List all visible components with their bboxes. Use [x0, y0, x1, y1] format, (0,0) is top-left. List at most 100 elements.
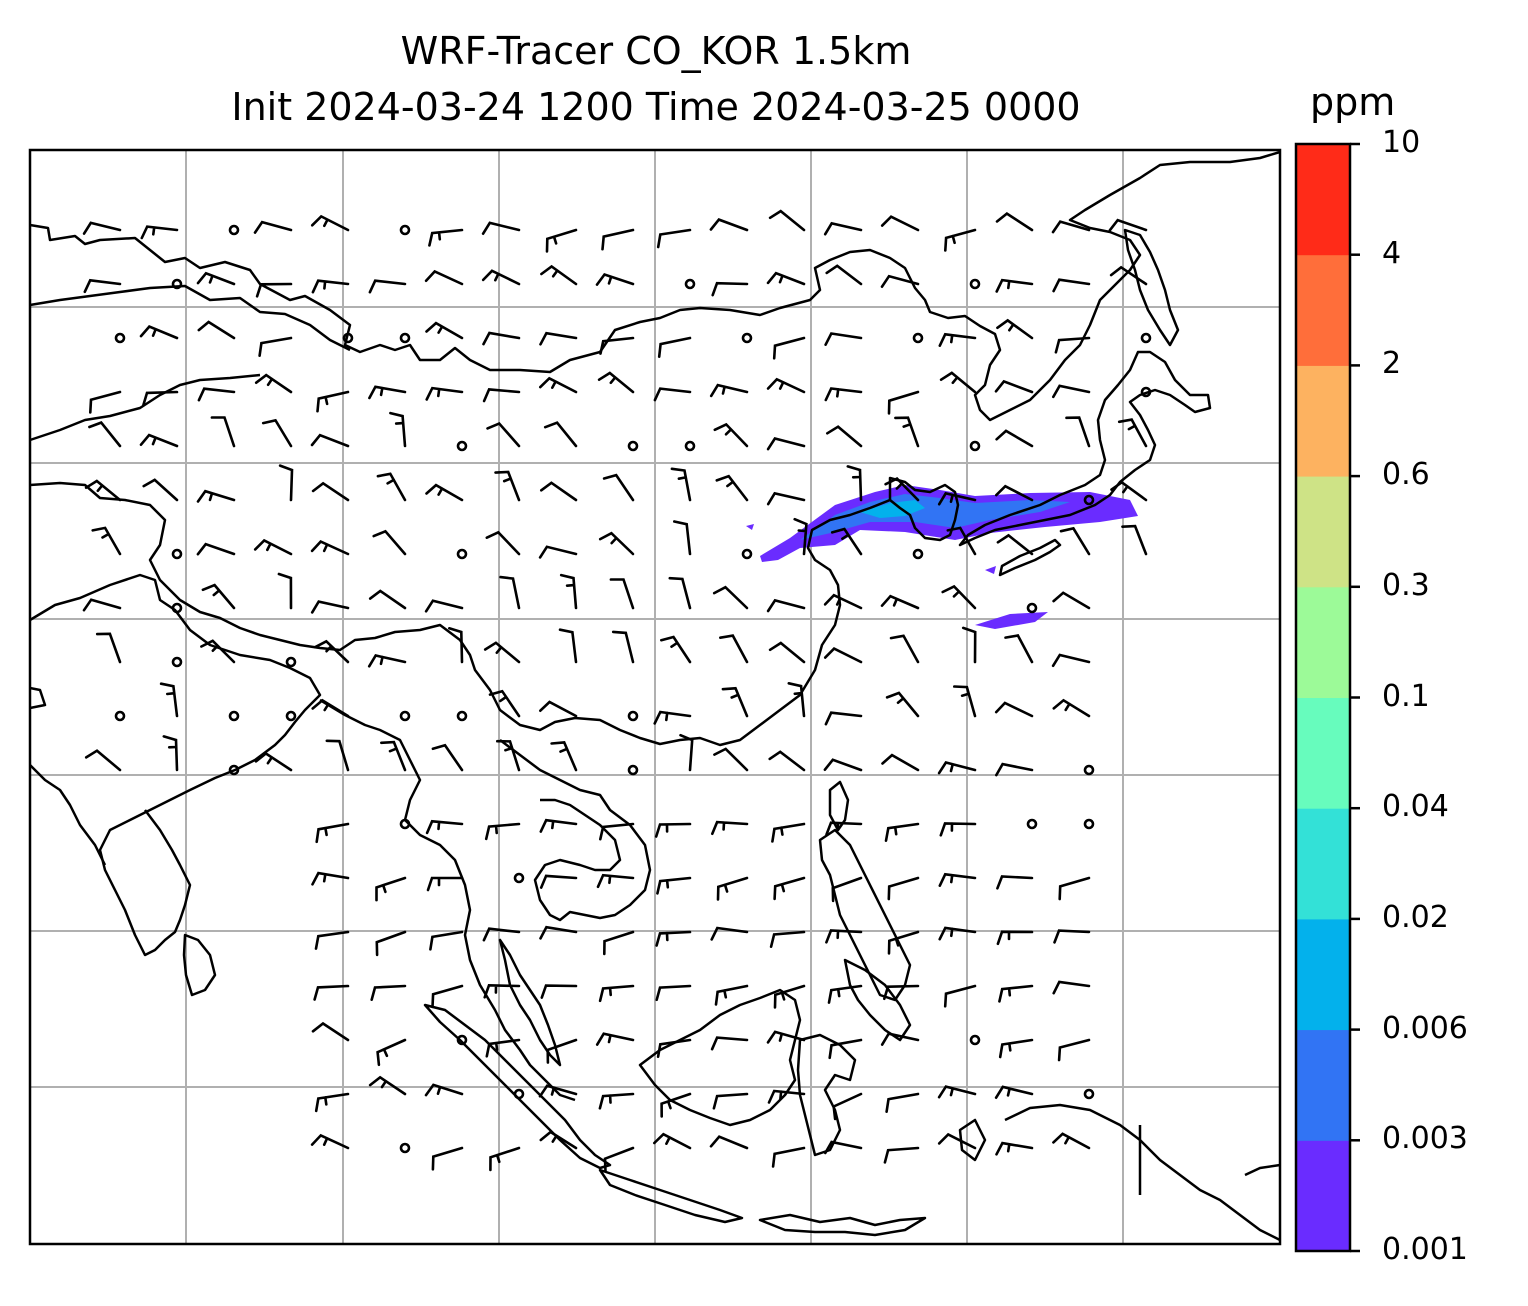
wind-barb: [82, 598, 122, 612]
wind-barb: [653, 710, 692, 725]
wind-barb: [768, 209, 806, 232]
wind-barb: [601, 228, 635, 251]
wind-barb: [996, 318, 1034, 340]
wind-barb: [1121, 524, 1148, 556]
wind-barb: [389, 411, 407, 448]
wind-barb: [499, 575, 521, 610]
wind-barb: [787, 682, 806, 718]
wind-barb: [713, 422, 749, 448]
wind-barb: [823, 758, 863, 772]
wind-barb: [766, 437, 806, 451]
wind-barb: [426, 876, 464, 892]
coastline: [796, 1033, 857, 1157]
wind-barb: [995, 211, 1034, 232]
calm-wind-marker: [399, 332, 411, 344]
wind-barb: [142, 390, 179, 407]
colorbar: [1294, 142, 1360, 1253]
coastline: [29, 481, 891, 747]
wind-barb: [482, 331, 521, 346]
wind-barb: [142, 478, 179, 502]
wind-barb: [83, 278, 122, 294]
wind-barb: [766, 1030, 806, 1044]
wind-barb: [654, 822, 692, 838]
coastline: [758, 1213, 927, 1237]
wind-barb: [670, 467, 692, 502]
wind-barb: [311, 481, 350, 502]
wind-barb: [481, 221, 521, 235]
wind-barb: [995, 1141, 1034, 1156]
wind-barb: [424, 1083, 464, 1097]
wind-barb: [375, 876, 407, 902]
wind-barb: [656, 876, 692, 895]
wind-barb: [660, 1092, 692, 1118]
calm-wind-marker: [114, 332, 126, 344]
coastline: [958, 1118, 987, 1162]
coastline: [29, 150, 1281, 422]
wind-barb: [766, 598, 806, 613]
colorbar-segment: [1296, 586, 1350, 698]
wind-barb: [937, 491, 977, 506]
wind-barb: [827, 984, 863, 1004]
wind-barb: [425, 819, 464, 835]
wind-barb: [255, 282, 293, 298]
wind-barb: [657, 336, 692, 358]
wind-barb: [994, 701, 1034, 718]
wind-barb: [889, 634, 920, 664]
wind-barb: [315, 822, 350, 844]
wind-barb: [488, 689, 521, 718]
wind-barb: [1117, 418, 1148, 448]
wind-barb: [258, 336, 293, 357]
plume-level-0.001-speck: [985, 566, 996, 574]
wind-barb: [311, 279, 350, 294]
coastline: [29, 686, 47, 710]
wind-barb: [425, 386, 464, 401]
wind-barb: [995, 278, 1034, 293]
wind-barb: [712, 585, 749, 610]
wind-barb: [559, 573, 578, 610]
wind-barb: [595, 1032, 635, 1046]
calm-wind-marker: [969, 440, 981, 452]
wind-barb: [1052, 980, 1091, 995]
coastline: [1244, 1163, 1281, 1177]
calm-wind-marker: [285, 710, 297, 722]
map-frame: [28, 148, 1282, 1246]
wind-barb: [311, 1021, 350, 1042]
wind-barbs: [82, 209, 1152, 1173]
colorbar-segment: [1296, 254, 1350, 366]
wind-barb: [310, 433, 350, 448]
wind-barb: [481, 269, 521, 286]
coastline: [319, 698, 576, 1102]
wind-barb: [539, 818, 578, 833]
coastline: [29, 284, 351, 352]
wind-barb: [89, 390, 122, 414]
wind-barb: [1053, 929, 1091, 944]
wind-barb: [711, 820, 749, 836]
colorbar-tick-label: 10: [1382, 125, 1421, 160]
wind-barb: [996, 875, 1034, 890]
wind-barb: [823, 221, 863, 236]
wind-barb: [310, 1133, 350, 1150]
colorbar-segment: [1296, 1029, 1350, 1141]
coastline: [29, 764, 107, 866]
wind-barb: [482, 388, 521, 403]
calm-wind-marker: [627, 440, 639, 452]
calm-wind-marker: [741, 332, 753, 344]
wind-barb: [880, 215, 920, 232]
wind-barb: [196, 542, 236, 556]
coastline: [958, 350, 1212, 547]
calm-wind-marker: [114, 710, 126, 722]
wind-barb: [846, 465, 863, 502]
wind-barb: [885, 1092, 920, 1113]
wind-barb: [539, 331, 578, 346]
wind-barb: [883, 984, 920, 1001]
wind-barb: [823, 647, 863, 664]
wind-barb: [325, 739, 350, 772]
wind-barb: [1052, 698, 1091, 718]
wind-barb: [885, 691, 920, 718]
wind-barb: [599, 822, 635, 841]
colorbar-segment: [1296, 808, 1350, 920]
coastline: [998, 538, 1062, 577]
wind-barb: [196, 489, 236, 503]
wind-barb: [673, 520, 692, 556]
wind-barb: [832, 1092, 863, 1121]
